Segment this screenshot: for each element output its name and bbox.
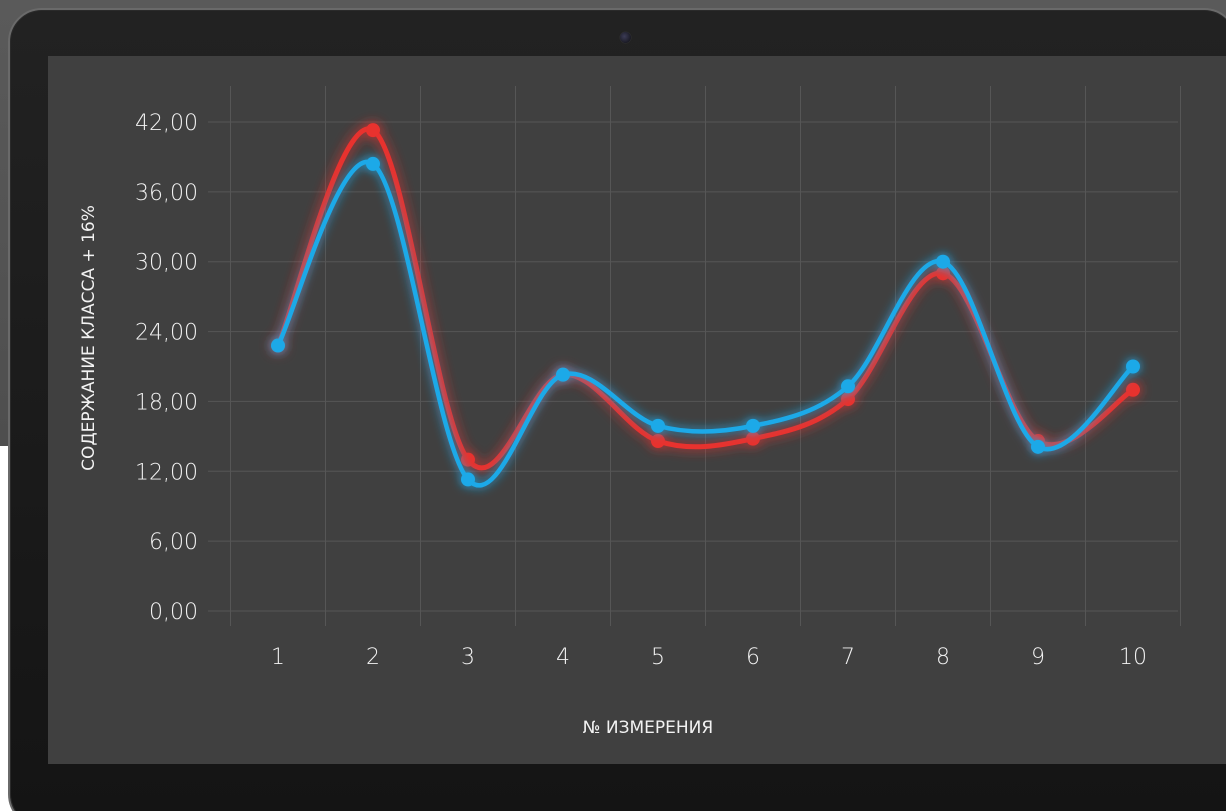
- data-point: [1126, 359, 1140, 374]
- series-2: [271, 156, 1140, 488]
- data-point: [746, 431, 760, 446]
- data-point: [461, 452, 475, 467]
- data-point: [271, 338, 285, 353]
- data-point: [651, 434, 665, 449]
- y-tick-label: 24,00: [135, 321, 198, 346]
- y-tick-label: 42,00: [135, 111, 198, 136]
- data-point: [366, 156, 380, 171]
- x-axis-ticks: 1 2 3 4 5 6 7 8 9 10: [271, 645, 1147, 670]
- y-axis-ticks: 0,00 6,00 12,00 18,00 24,00 30,00 36,00 42,00: [135, 111, 198, 625]
- data-point: [651, 418, 665, 433]
- x-tick-label: 5: [651, 645, 665, 670]
- y-tick-label: 18,00: [135, 390, 198, 415]
- data-point: [556, 367, 570, 382]
- x-tick-label: 2: [366, 645, 380, 670]
- data-point: [1126, 382, 1140, 397]
- chart-series: [271, 123, 1140, 488]
- series-line: [275, 159, 1136, 488]
- data-point: [746, 418, 760, 433]
- data-point: [936, 266, 950, 281]
- x-tick-label: 10: [1119, 645, 1147, 670]
- y-axis-title: СОДЕРЖАНИЕ КЛАССА + 16%: [79, 205, 99, 471]
- x-tick-label: 3: [461, 645, 475, 670]
- data-point: [1031, 439, 1045, 454]
- laptop-screen: 0,00 6,00 12,00 18,00 24,00 30,00 36,00 42,00 1…: [48, 56, 1226, 764]
- x-tick-label: 1: [271, 645, 285, 670]
- x-tick-label: 6: [746, 645, 760, 670]
- data-point: [841, 392, 855, 407]
- y-tick-label: 36,00: [135, 181, 198, 206]
- data-point: [461, 472, 475, 487]
- x-tick-label: 4: [556, 645, 570, 670]
- data-point: [366, 123, 380, 138]
- x-axis-title: № ИЗМЕРЕНИЯ: [583, 718, 713, 738]
- chart-grid: [208, 86, 1181, 626]
- y-tick-label: 0,00: [149, 600, 198, 625]
- data-point: [936, 254, 950, 269]
- y-tick-label: 12,00: [135, 460, 198, 485]
- x-tick-label: 8: [936, 645, 950, 670]
- x-tick-label: 9: [1031, 645, 1045, 670]
- y-tick-label: 6,00: [149, 530, 198, 555]
- camera-icon: [620, 32, 631, 43]
- x-tick-label: 7: [841, 645, 855, 670]
- y-tick-label: 30,00: [135, 251, 198, 276]
- line-chart: 0,00 6,00 12,00 18,00 24,00 30,00 36,00 42,00 1…: [79, 86, 1181, 738]
- data-point: [841, 379, 855, 394]
